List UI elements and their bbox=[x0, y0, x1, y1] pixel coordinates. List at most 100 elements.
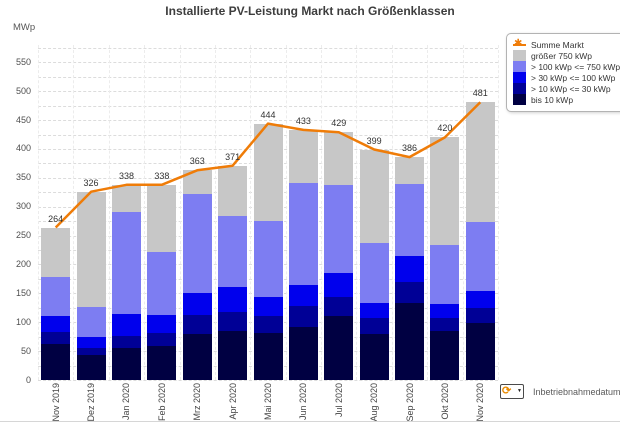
bar-mai-2020 bbox=[253, 123, 283, 380]
bar-segment bbox=[41, 343, 71, 380]
bar-segment bbox=[218, 287, 248, 313]
bar-segment bbox=[76, 336, 106, 349]
y-axis-tick-label: 0 bbox=[25, 374, 31, 385]
x-gridline bbox=[38, 45, 39, 380]
y-axis-tick-label: 500 bbox=[15, 85, 31, 96]
bar-segment bbox=[465, 290, 495, 309]
y-axis-tick-label: 150 bbox=[15, 287, 31, 298]
bar-segment bbox=[253, 315, 283, 334]
bar-segment bbox=[253, 123, 283, 221]
x-axis-label: Mai 2020 bbox=[263, 383, 274, 421]
legend-color-swatch bbox=[513, 50, 526, 61]
y-axis-tick-label: 50 bbox=[20, 345, 31, 356]
bar-segment bbox=[430, 245, 460, 305]
y-axis-tick-label: 200 bbox=[15, 258, 31, 269]
x-axis-slot: Okt 2020 bbox=[427, 383, 462, 421]
summe-markt-marker-icon: ✱ bbox=[513, 38, 526, 50]
legend-color-swatch bbox=[513, 83, 526, 94]
bar-nov-2019 bbox=[41, 227, 71, 380]
legend-item: ✱ Summe Markt bbox=[513, 38, 620, 50]
bar-jul-2020 bbox=[324, 132, 354, 380]
x-axis-label: Jun 2020 bbox=[298, 383, 309, 421]
x-axis-slot: Mai 2020 bbox=[250, 383, 285, 421]
bar-segment bbox=[218, 216, 248, 288]
bar-sep-2020 bbox=[395, 157, 425, 380]
bar-segment bbox=[41, 276, 71, 317]
legend-label: bis 10 kWp bbox=[531, 94, 574, 105]
legend-item: bis 10 kWp bbox=[513, 94, 620, 105]
dropdown-arrow-icon: ▼ bbox=[517, 388, 522, 394]
x-axis-label: Apr 2020 bbox=[227, 383, 238, 420]
bar-segment bbox=[253, 220, 283, 298]
bar-segment bbox=[41, 331, 71, 344]
legend-label: > 30 kWp <= 100 kWp bbox=[531, 72, 616, 83]
bar-segment bbox=[111, 314, 141, 337]
bar-segment bbox=[41, 227, 71, 277]
y-axis-unit-label: MWp bbox=[13, 22, 36, 33]
bar-segment bbox=[324, 297, 354, 317]
line-data-label: 481 bbox=[472, 88, 488, 99]
chart-title: Installierte PV-Leistung Markt nach Größ… bbox=[165, 4, 455, 18]
legend-color-swatch bbox=[513, 72, 526, 83]
bar-segment bbox=[111, 336, 141, 348]
x-axis-slot: Sep 2020 bbox=[392, 383, 427, 421]
y-axis-tick-label: 100 bbox=[15, 316, 31, 327]
x-axis-slot: Mrz 2020 bbox=[180, 383, 215, 421]
bar-segment bbox=[430, 331, 460, 380]
bar-segment bbox=[359, 302, 389, 319]
bar-segment bbox=[288, 326, 318, 380]
stacked-bars bbox=[38, 45, 498, 380]
bar-segment bbox=[324, 316, 354, 380]
y-axis-tick-label: 400 bbox=[15, 143, 31, 154]
bar-segment bbox=[147, 332, 177, 346]
line-data-label: 264 bbox=[48, 213, 64, 224]
bar-segment bbox=[218, 330, 248, 380]
refresh-icon: ⟳ bbox=[502, 385, 512, 397]
x-axis-slot: Aug 2020 bbox=[357, 383, 392, 421]
x-axis-slot: Jan 2020 bbox=[109, 383, 144, 421]
bar-segment bbox=[395, 157, 425, 185]
bar-segment bbox=[359, 149, 389, 244]
bar-aug-2020 bbox=[359, 149, 389, 380]
bar-segment bbox=[76, 348, 106, 356]
y-gridline bbox=[38, 62, 498, 64]
bar-segment bbox=[182, 170, 212, 195]
bar-segment bbox=[253, 333, 283, 380]
x-axis-label: Dez 2019 bbox=[86, 383, 97, 422]
bar-jan-2020 bbox=[111, 184, 141, 380]
bar-segment bbox=[359, 243, 389, 303]
bar-segment bbox=[182, 314, 212, 334]
bar-segment bbox=[147, 184, 177, 252]
bar-mrz-2020 bbox=[182, 170, 212, 380]
bar-segment bbox=[288, 306, 318, 327]
field-dropdown-button[interactable]: ⟳ ▼ bbox=[500, 384, 524, 399]
bar-segment bbox=[288, 129, 318, 184]
x-axis-slot: Dez 2019 bbox=[73, 383, 108, 422]
bar-feb-2020 bbox=[147, 184, 177, 380]
x-axis-label: Okt 2020 bbox=[439, 383, 450, 420]
bar-segment bbox=[430, 137, 460, 246]
bar-segment bbox=[111, 184, 141, 212]
bar-okt-2020 bbox=[430, 137, 460, 380]
line-data-label: 338 bbox=[118, 170, 134, 181]
y-axis-tick-label: 550 bbox=[15, 56, 31, 67]
bar-segment bbox=[430, 317, 460, 332]
legend-item: größer 750 kWp bbox=[513, 50, 620, 61]
legend-item: > 10 kWp <= 30 kWp bbox=[513, 83, 620, 94]
legend-label: größer 750 kWp bbox=[531, 50, 592, 61]
bar-segment bbox=[465, 102, 495, 222]
axis-field-control: ⟳ ▼ Inbetriebnahmedatum bbox=[500, 384, 620, 399]
bar-segment bbox=[395, 256, 425, 282]
bar-segment bbox=[182, 333, 212, 380]
y-axis-tick-label: 350 bbox=[15, 172, 31, 183]
bar-apr-2020 bbox=[218, 165, 248, 380]
x-axis-slot: Nov 2020 bbox=[463, 383, 498, 421]
line-data-label: 363 bbox=[189, 156, 205, 167]
line-data-label: 429 bbox=[331, 118, 347, 129]
y-gridline bbox=[38, 91, 498, 93]
bar-segment bbox=[218, 312, 248, 331]
bar-segment bbox=[111, 347, 141, 380]
legend-label: > 10 kWp <= 30 kWp bbox=[531, 83, 611, 94]
bar-segment bbox=[359, 318, 389, 334]
bar-segment bbox=[288, 285, 318, 307]
